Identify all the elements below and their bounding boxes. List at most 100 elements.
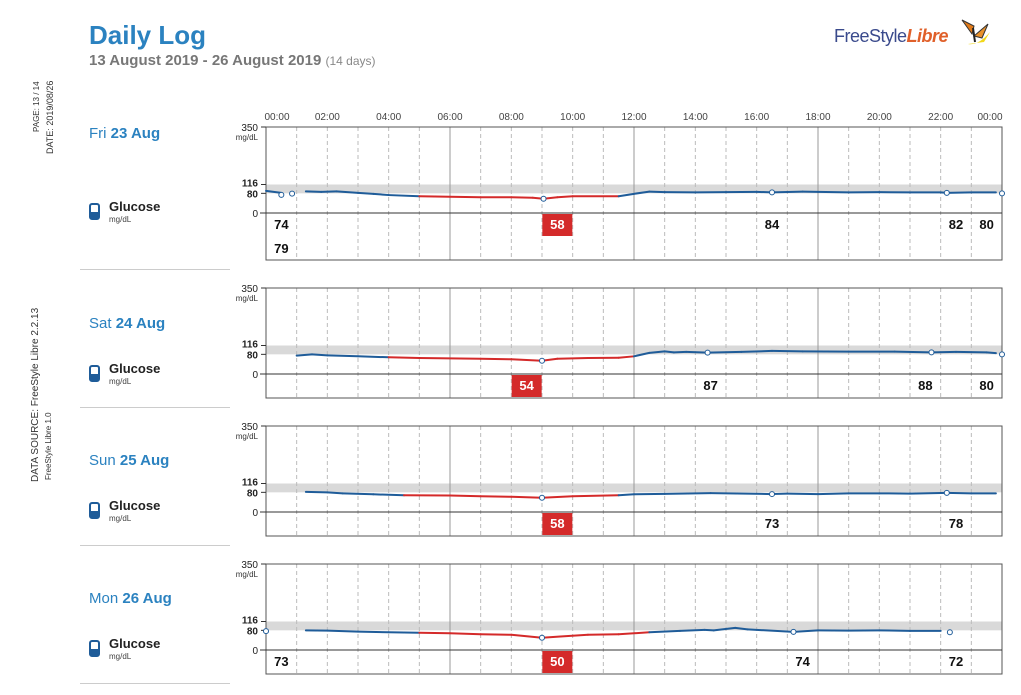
plot-frame xyxy=(265,563,1003,675)
y-tick-label: 0 xyxy=(252,508,258,519)
glucose-line xyxy=(740,349,773,353)
glucose-value: 72 xyxy=(949,654,963,669)
glucose-line xyxy=(679,628,706,632)
day-label: Mon 26 Aug xyxy=(89,590,172,607)
y-tick-label: 0 xyxy=(252,209,258,220)
glucose-label: Glucose xyxy=(109,636,161,651)
glucose-line xyxy=(817,492,850,496)
y-tick-label: 80 xyxy=(247,350,259,361)
low-value-box xyxy=(542,513,573,535)
scan-point xyxy=(278,191,285,198)
y-tick-label: 350 xyxy=(241,284,258,295)
scan-point xyxy=(539,494,545,501)
glucose-line-low xyxy=(571,494,620,498)
low-glucose-value: 58 xyxy=(550,217,564,232)
glucose-line xyxy=(357,355,390,359)
y-unit-label: mg/dL xyxy=(236,294,259,303)
x-tick-label: 06:00 xyxy=(437,112,462,123)
scan-point xyxy=(943,489,950,496)
glucose-unit: mg/dL xyxy=(109,215,132,224)
scan-point xyxy=(928,349,935,356)
logo-text-a: FreeStyle xyxy=(834,26,907,46)
scan-point xyxy=(263,628,269,635)
glucose-sensor-icon xyxy=(89,502,100,519)
glucose-value: 80 xyxy=(979,217,993,232)
page-title: Daily Log xyxy=(89,20,207,50)
glucose-line xyxy=(663,350,675,354)
glucose-value: 80 xyxy=(979,378,993,393)
data-source: DATA SOURCE: FreeStyle Libre 2.2.13 xyxy=(30,307,41,482)
day-date: 23 Aug xyxy=(110,125,161,142)
glucose-line xyxy=(295,353,313,357)
day-date: 24 Aug xyxy=(115,315,166,332)
scan-point xyxy=(704,349,711,356)
y-tick-label: 80 xyxy=(247,189,259,200)
glucose-line xyxy=(335,190,359,194)
x-tick-label: 12:00 xyxy=(621,112,646,123)
glucose-value: 74 xyxy=(274,217,289,232)
glucose-value: 84 xyxy=(765,217,780,232)
glucose-line xyxy=(706,350,743,354)
date-range-text: 13 August 2019 - 26 August 2019 xyxy=(89,52,322,69)
x-tick-label: 00:00 xyxy=(977,112,1002,123)
scan-point xyxy=(943,189,950,196)
y-unit-label: mg/dL xyxy=(236,570,259,579)
glucose-line-low xyxy=(449,632,482,636)
glucose-line xyxy=(357,630,390,634)
glucose-label: Glucose xyxy=(109,361,161,376)
glucose-line xyxy=(893,350,933,354)
butterfly-icon xyxy=(961,19,990,45)
glucose-line xyxy=(326,629,359,633)
y-tick-label: 116 xyxy=(242,615,259,626)
scan-point xyxy=(769,491,775,498)
x-tick-label: 22:00 xyxy=(928,112,953,123)
day-of-week: Fri xyxy=(89,125,107,142)
glucose-line xyxy=(685,350,709,354)
glucose-label: Glucose xyxy=(109,199,161,214)
glucose-line-low xyxy=(541,635,562,639)
glucose-line xyxy=(633,190,651,195)
scan-point xyxy=(999,190,1005,197)
glucose-line-low xyxy=(559,633,589,638)
x-tick-label: 18:00 xyxy=(805,112,830,123)
glucose-line xyxy=(709,492,773,496)
scan-point xyxy=(946,629,953,636)
day-count: (14 days) xyxy=(325,54,376,68)
scan-point xyxy=(539,634,545,641)
glucose-value: 73 xyxy=(274,654,288,669)
glucose-line xyxy=(357,191,375,195)
page-number: PAGE: 13 / 14 xyxy=(32,81,41,132)
x-tick-label: 14:00 xyxy=(683,112,708,123)
x-tick-label: 00:00 xyxy=(264,112,289,123)
glucose-line-low xyxy=(510,495,543,499)
day-divider xyxy=(80,683,230,684)
glucose-line xyxy=(648,350,666,354)
glucose-line xyxy=(341,492,375,496)
y-tick-label: 0 xyxy=(252,646,258,657)
glucose-label: Glucose xyxy=(109,498,161,513)
glucose-line xyxy=(617,192,635,198)
glucose-line-low xyxy=(449,494,482,498)
y-tick-label: 350 xyxy=(241,123,258,134)
glucose-line-low xyxy=(556,357,589,360)
low-value-box xyxy=(511,375,542,397)
glucose-line xyxy=(326,354,359,358)
day-of-week: Sun xyxy=(89,452,116,469)
glucose-line xyxy=(617,493,635,497)
y-unit-label: mg/dL xyxy=(236,133,259,142)
glucose-sensor-icon xyxy=(89,365,100,382)
day-of-week: Sat xyxy=(89,315,112,332)
day-divider xyxy=(80,545,230,546)
glucose-line xyxy=(985,351,997,355)
glucose-unit: mg/dL xyxy=(109,652,132,661)
glucose-line-low xyxy=(510,633,543,639)
x-tick-label: 10:00 xyxy=(560,112,585,123)
day-label: Fri 23 Aug xyxy=(89,125,160,142)
low-glucose-value: 50 xyxy=(550,654,564,669)
low-value-box xyxy=(542,214,573,236)
scan-point xyxy=(539,357,545,364)
glucose-line xyxy=(648,629,681,634)
